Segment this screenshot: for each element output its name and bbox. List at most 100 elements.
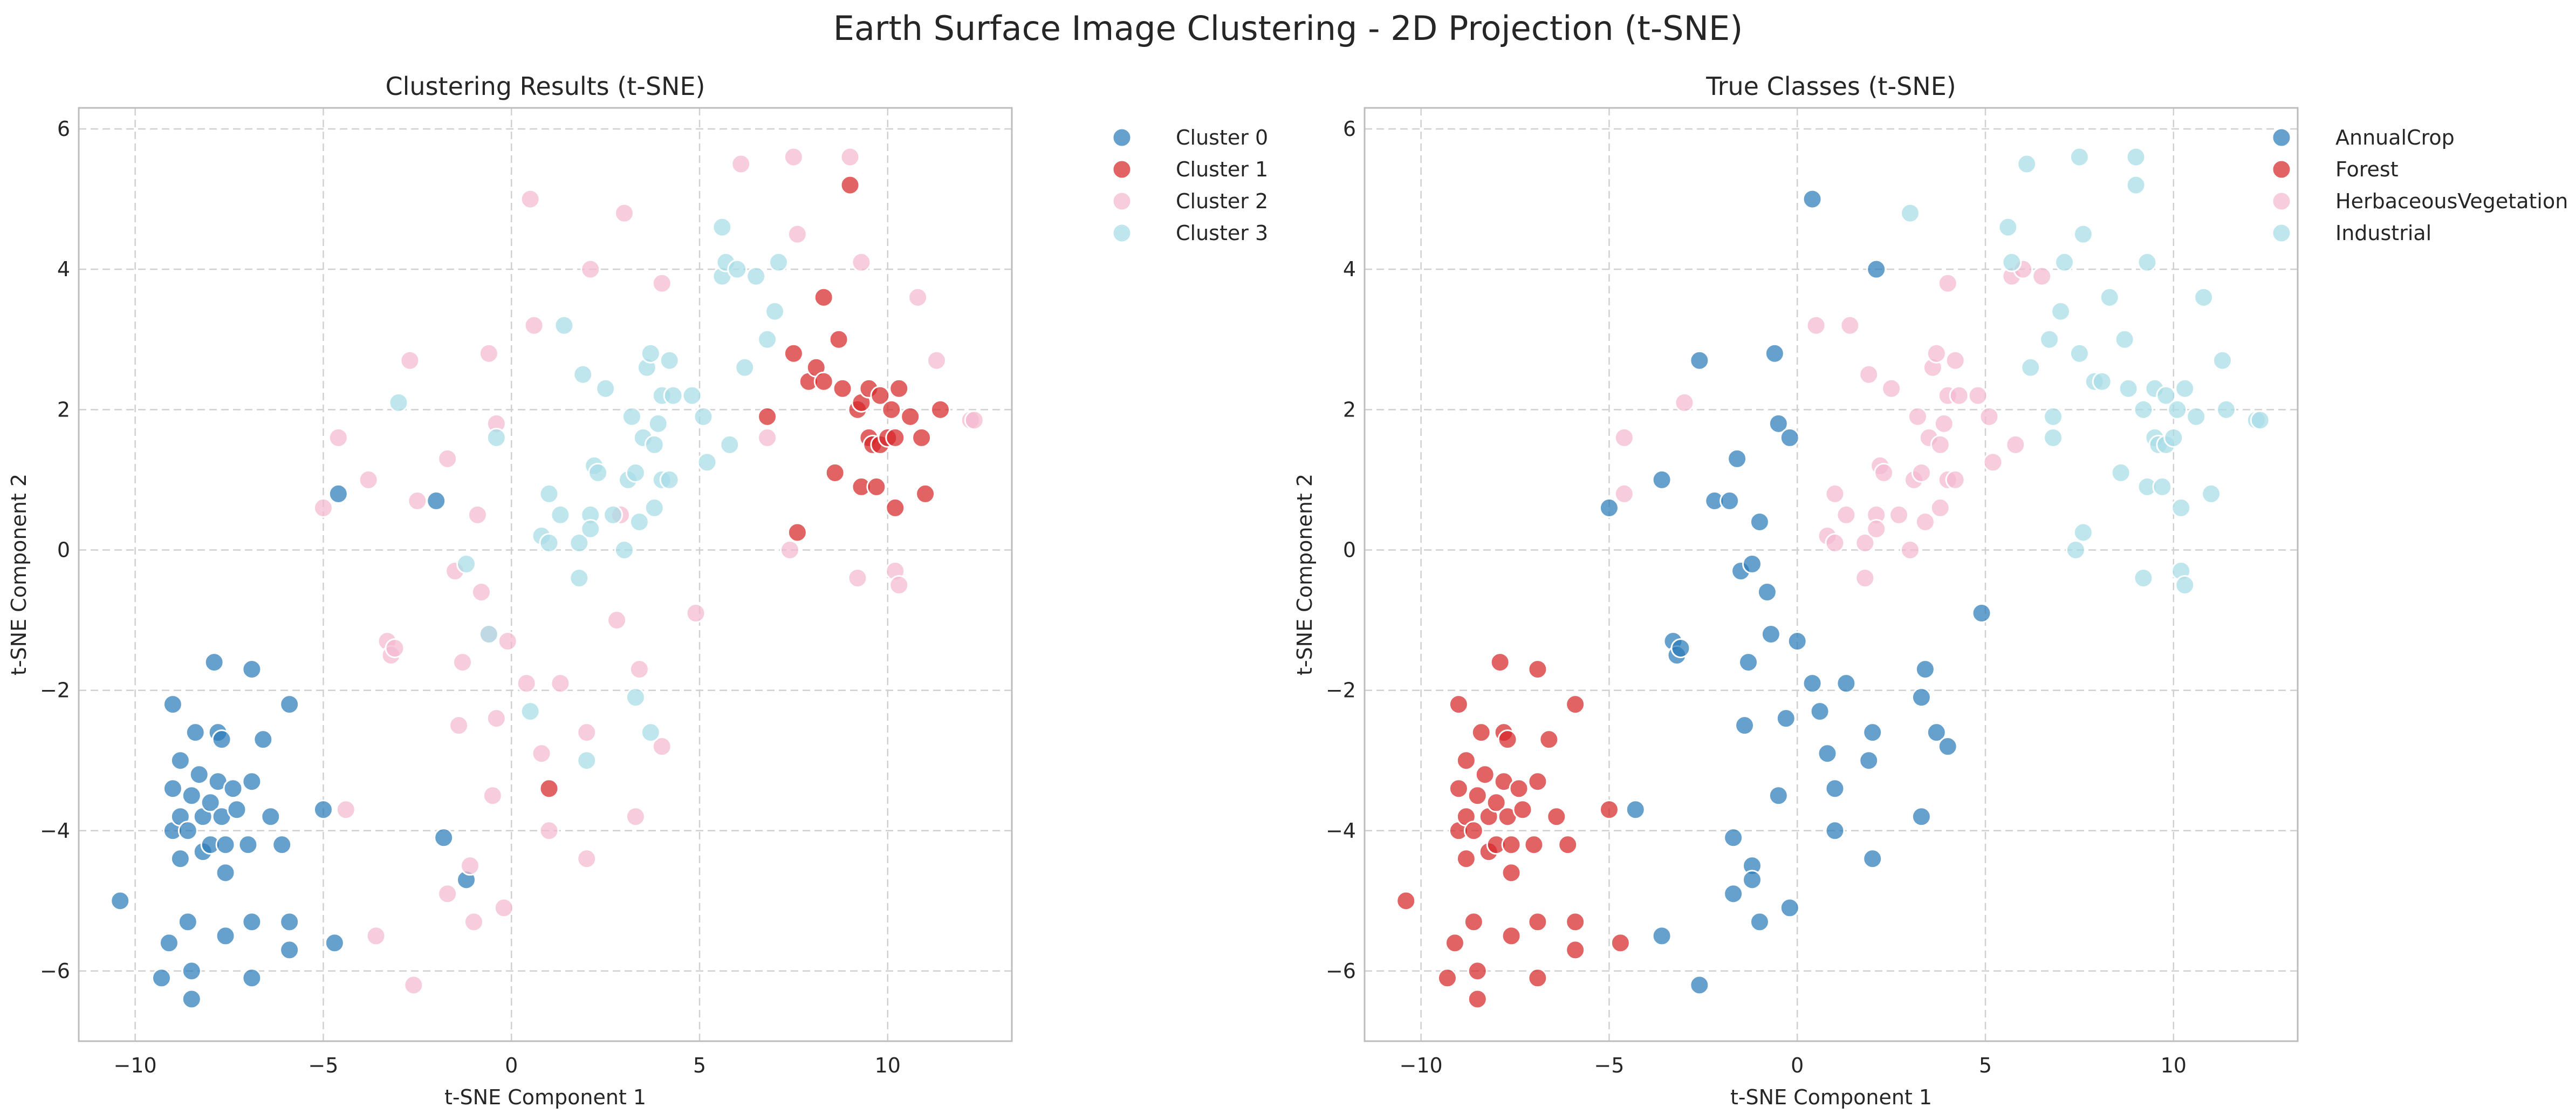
scatter-point bbox=[2175, 378, 2195, 399]
scatter-point bbox=[1471, 722, 1491, 743]
x-tick-label: 10 bbox=[875, 1054, 901, 1077]
scatter-point bbox=[652, 273, 672, 293]
scatter-point bbox=[1949, 385, 1969, 406]
scatter-point bbox=[588, 462, 608, 483]
scatter-point bbox=[550, 673, 571, 694]
legend-label: Industrial bbox=[2335, 221, 2431, 245]
scatter-point bbox=[769, 252, 789, 272]
scatter-point bbox=[1866, 518, 1887, 539]
scatter-point bbox=[279, 694, 300, 715]
scatter-point bbox=[1444, 933, 1465, 953]
legend-marker bbox=[1112, 159, 1132, 180]
scatter-point bbox=[621, 406, 642, 427]
scatter-point bbox=[434, 828, 454, 848]
scatter-point bbox=[2073, 224, 2093, 244]
scatter-point bbox=[607, 610, 627, 631]
scatter-point bbox=[577, 722, 597, 743]
scatter-point bbox=[2133, 399, 2154, 420]
scatter-point bbox=[1926, 722, 1947, 743]
scatter-point bbox=[403, 975, 424, 995]
scatter-point bbox=[2156, 385, 2176, 406]
scatter-point bbox=[1937, 736, 1958, 757]
scatter-point bbox=[757, 427, 778, 448]
scatter-point bbox=[189, 764, 209, 785]
scatter-point bbox=[1524, 835, 1544, 855]
scatter-point bbox=[2171, 497, 2191, 518]
axes-title: Clustering Results (t-SNE) bbox=[386, 72, 705, 101]
scatter-point bbox=[482, 785, 503, 806]
scatter-point bbox=[1723, 884, 1744, 904]
scatter-point bbox=[1930, 497, 1950, 518]
scatter-point bbox=[539, 821, 559, 841]
legend-marker bbox=[1112, 127, 1132, 148]
y-tick-label: 0 bbox=[1343, 538, 1356, 562]
scatter-point bbox=[486, 427, 506, 448]
scatter-point bbox=[828, 329, 849, 350]
scatter-point bbox=[335, 799, 356, 820]
scatter-point bbox=[2092, 371, 2112, 392]
scatter-point bbox=[1475, 764, 1495, 785]
scatter-point bbox=[659, 469, 680, 490]
scatter-point bbox=[1467, 785, 1488, 806]
legend-label: Cluster 2 bbox=[1176, 189, 1268, 213]
scatter-point bbox=[1463, 912, 1484, 932]
legend-label: Cluster 0 bbox=[1176, 126, 1268, 149]
scatter-point bbox=[2133, 568, 2154, 589]
scatter-point bbox=[2005, 434, 2026, 455]
scatter-point bbox=[181, 785, 202, 806]
scatter-point bbox=[1749, 912, 1770, 932]
scatter-point bbox=[1889, 504, 1909, 525]
scatter-point bbox=[1456, 750, 1476, 771]
scatter-point bbox=[1437, 968, 1457, 988]
scatter-point bbox=[659, 350, 680, 371]
axes-title: True Classes (t-SNE) bbox=[1705, 72, 1956, 101]
scatter-point bbox=[644, 497, 664, 518]
scatter-point bbox=[1779, 898, 1800, 918]
legend-marker bbox=[2271, 191, 2292, 211]
scatter-point bbox=[2002, 252, 2022, 272]
scatter-point bbox=[1497, 729, 1518, 750]
scatter-point bbox=[1840, 315, 1860, 336]
scatter-point bbox=[866, 476, 887, 497]
scatter-point bbox=[614, 203, 634, 223]
x-axis-label: t-SNE Component 1 bbox=[444, 1085, 646, 1109]
scatter-point bbox=[1610, 933, 1630, 953]
scatter-point bbox=[577, 849, 597, 869]
legend-marker bbox=[1112, 223, 1132, 243]
scatter-point bbox=[648, 413, 668, 434]
scatter-point bbox=[279, 912, 300, 932]
scatter-point bbox=[2137, 252, 2157, 272]
x-tick-label: 10 bbox=[2161, 1054, 2187, 1077]
scatter-point bbox=[2032, 266, 2052, 286]
legend-marker bbox=[1112, 191, 1132, 211]
scatter-point bbox=[449, 715, 469, 736]
scatter-point bbox=[851, 252, 872, 272]
scatter-point bbox=[1689, 350, 1710, 371]
scatter-point bbox=[779, 539, 800, 560]
scatter-point bbox=[162, 778, 183, 799]
scatter-point bbox=[388, 392, 409, 413]
scatter-point bbox=[1396, 891, 1416, 911]
y-tick-label: −2 bbox=[1326, 679, 1356, 702]
scatter-point bbox=[531, 743, 552, 764]
y-tick-label: 2 bbox=[57, 398, 70, 421]
scatter-point bbox=[900, 406, 921, 427]
scatter-point bbox=[787, 522, 807, 543]
scatter-point bbox=[1768, 413, 1789, 434]
scatter-point bbox=[1911, 462, 1931, 483]
legend-label: HerbaceousVegetation bbox=[2335, 189, 2568, 213]
scatter-point bbox=[1527, 771, 1548, 792]
scatter-point bbox=[1825, 483, 1845, 504]
scatter-point bbox=[407, 490, 428, 511]
scatter-point bbox=[832, 378, 853, 399]
scatter-point bbox=[328, 483, 348, 504]
scatter-point bbox=[1911, 687, 1931, 708]
scatter-point bbox=[912, 427, 932, 448]
scatter-point bbox=[885, 497, 906, 518]
scatter-point bbox=[625, 462, 646, 483]
scatter-point bbox=[569, 568, 590, 589]
x-tick-label: −10 bbox=[1400, 1054, 1443, 1077]
scatter-point bbox=[227, 799, 247, 820]
scatter-point bbox=[735, 357, 755, 378]
scatter-point bbox=[908, 287, 928, 307]
